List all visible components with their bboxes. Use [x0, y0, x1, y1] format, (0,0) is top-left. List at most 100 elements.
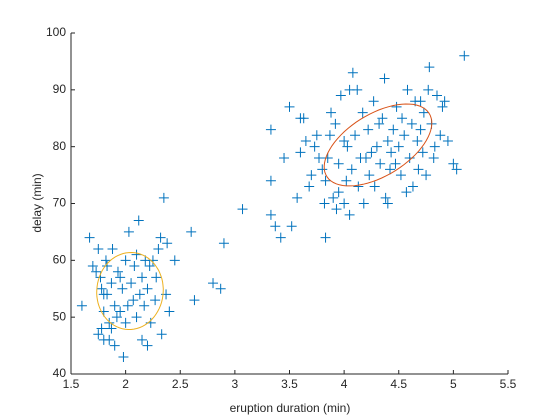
- point: [306, 170, 317, 181]
- point: [341, 175, 352, 186]
- point: [339, 198, 350, 209]
- point: [319, 198, 330, 209]
- point: [385, 164, 396, 175]
- point: [142, 340, 153, 351]
- point: [382, 198, 393, 209]
- point: [133, 215, 144, 226]
- point: [380, 192, 391, 203]
- point: [153, 243, 164, 254]
- point: [324, 130, 335, 141]
- y-tick-label: 100: [46, 25, 66, 39]
- point: [109, 340, 120, 351]
- point: [326, 107, 337, 118]
- point: [347, 67, 358, 78]
- x-tick-label: 5.5: [500, 377, 517, 391]
- point: [100, 255, 111, 266]
- point: [417, 147, 428, 158]
- point: [418, 107, 429, 118]
- point: [96, 323, 107, 334]
- point: [407, 181, 418, 192]
- y-tick-label: 50: [53, 309, 67, 323]
- point: [344, 84, 355, 95]
- point: [412, 135, 423, 146]
- point: [106, 323, 117, 334]
- point: [386, 147, 397, 158]
- point: [360, 153, 371, 164]
- point: [279, 153, 290, 164]
- x-tick-label: 5: [450, 377, 457, 391]
- point: [142, 283, 153, 294]
- point: [382, 135, 393, 146]
- point: [134, 289, 145, 300]
- point: [369, 181, 380, 192]
- point: [320, 175, 331, 186]
- point: [215, 283, 226, 294]
- point: [109, 300, 120, 311]
- point: [357, 107, 368, 118]
- x-tick-label: 2: [122, 377, 129, 391]
- point: [402, 84, 413, 95]
- point: [311, 130, 322, 141]
- point: [391, 101, 402, 112]
- point: [399, 130, 410, 141]
- point: [104, 317, 115, 328]
- point: [118, 351, 129, 362]
- point: [371, 141, 382, 152]
- point: [115, 306, 126, 317]
- point: [353, 181, 364, 192]
- point: [162, 238, 173, 249]
- point: [404, 153, 415, 164]
- point: [265, 175, 276, 186]
- x-axis-label: eruption duration (min): [230, 401, 351, 415]
- point: [309, 141, 320, 152]
- point: [129, 261, 140, 272]
- point: [156, 329, 167, 340]
- point: [131, 312, 142, 323]
- point: [96, 283, 107, 294]
- point: [117, 283, 128, 294]
- point: [189, 295, 200, 306]
- point: [93, 243, 104, 254]
- point: [123, 226, 134, 237]
- point: [106, 278, 117, 289]
- y-tick-label: 80: [53, 139, 67, 153]
- point: [333, 158, 344, 169]
- point: [330, 118, 341, 129]
- point: [76, 300, 87, 311]
- point: [406, 118, 417, 129]
- point: [346, 164, 357, 175]
- point: [429, 141, 440, 152]
- point: [339, 135, 350, 146]
- point: [155, 232, 166, 243]
- point: [374, 118, 385, 129]
- point: [413, 164, 424, 175]
- point: [317, 164, 328, 175]
- point: [333, 187, 344, 198]
- y-tick-label: 70: [53, 196, 67, 210]
- point: [437, 101, 448, 112]
- point: [144, 261, 155, 272]
- point: [186, 226, 197, 237]
- point: [286, 221, 297, 232]
- point: [87, 261, 98, 272]
- point: [459, 50, 470, 61]
- point: [120, 317, 131, 328]
- point: [415, 96, 426, 107]
- point: [304, 181, 315, 192]
- point: [364, 170, 375, 181]
- point: [313, 153, 324, 164]
- point: [93, 329, 104, 340]
- point: [415, 124, 426, 135]
- point: [115, 272, 126, 283]
- point: [342, 141, 353, 152]
- point: [375, 158, 386, 169]
- y-tick-label: 60: [53, 253, 67, 267]
- point: [451, 164, 462, 175]
- point: [237, 204, 248, 215]
- point: [401, 187, 412, 198]
- point: [218, 238, 229, 249]
- point: [295, 147, 306, 158]
- point: [423, 84, 434, 95]
- ellipse: [96, 251, 164, 330]
